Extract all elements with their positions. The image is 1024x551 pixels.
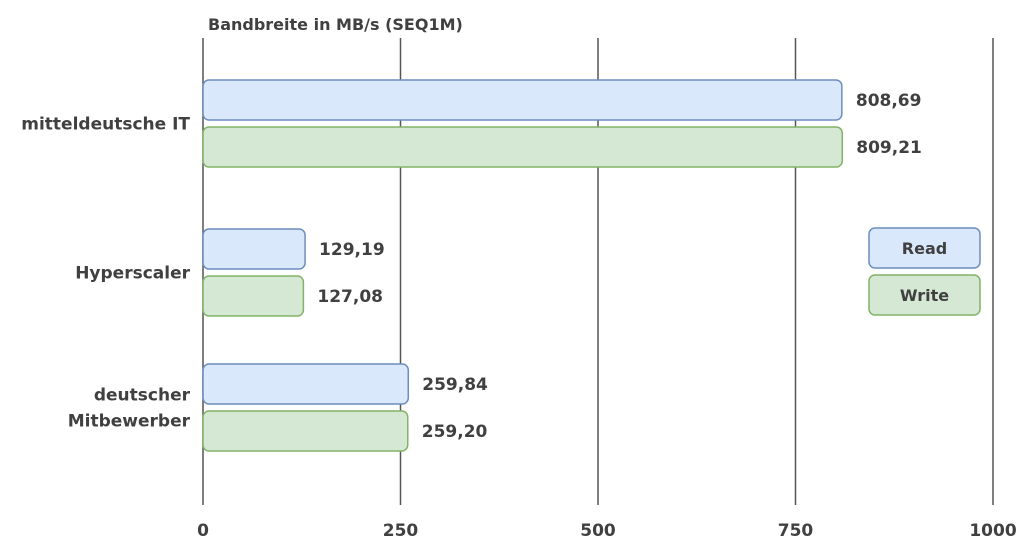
bars: 808,69 809,21 129,19 127,08 259,84 259,20 bbox=[202, 79, 922, 452]
x-tick-label: 750 bbox=[778, 521, 814, 541]
data-label: 127,08 bbox=[317, 287, 383, 307]
bar-write bbox=[202, 275, 305, 317]
bar-write bbox=[202, 410, 409, 452]
legend-label: Read bbox=[902, 239, 947, 258]
category-label: mitteldeutsche IT bbox=[21, 115, 190, 135]
x-tick-label: 1000 bbox=[969, 521, 1016, 541]
x-tick-label: 0 bbox=[197, 521, 209, 541]
bar-read bbox=[202, 363, 410, 405]
data-label: 129,19 bbox=[319, 240, 385, 260]
x-tick-label: 500 bbox=[580, 521, 616, 541]
legend-label: Write bbox=[900, 286, 949, 305]
legend-swatch-write bbox=[868, 274, 981, 316]
category-label: Mitbewerber bbox=[68, 412, 191, 432]
x-tick-label: 250 bbox=[383, 521, 419, 541]
legend: Read Write bbox=[868, 227, 981, 316]
data-label: 259,84 bbox=[422, 375, 488, 395]
data-label: 259,20 bbox=[422, 422, 488, 442]
category-label: Hyperscaler bbox=[75, 264, 190, 284]
data-label: 808,69 bbox=[856, 91, 922, 111]
category-labels: mitteldeutsche IT Hyperscaler deutscher Mit… bbox=[21, 115, 190, 432]
category-label: deutscher bbox=[94, 386, 191, 406]
chart-title: Bandbreite in MB/s (SEQ1M) bbox=[208, 15, 463, 34]
bar-read bbox=[202, 228, 306, 270]
bar-read bbox=[202, 79, 843, 121]
bar-write bbox=[202, 126, 844, 168]
legend-swatch-read bbox=[868, 227, 981, 269]
data-label: 809,21 bbox=[856, 138, 922, 158]
x-tick-labels: 0 250 500 750 1000 bbox=[197, 521, 1017, 541]
